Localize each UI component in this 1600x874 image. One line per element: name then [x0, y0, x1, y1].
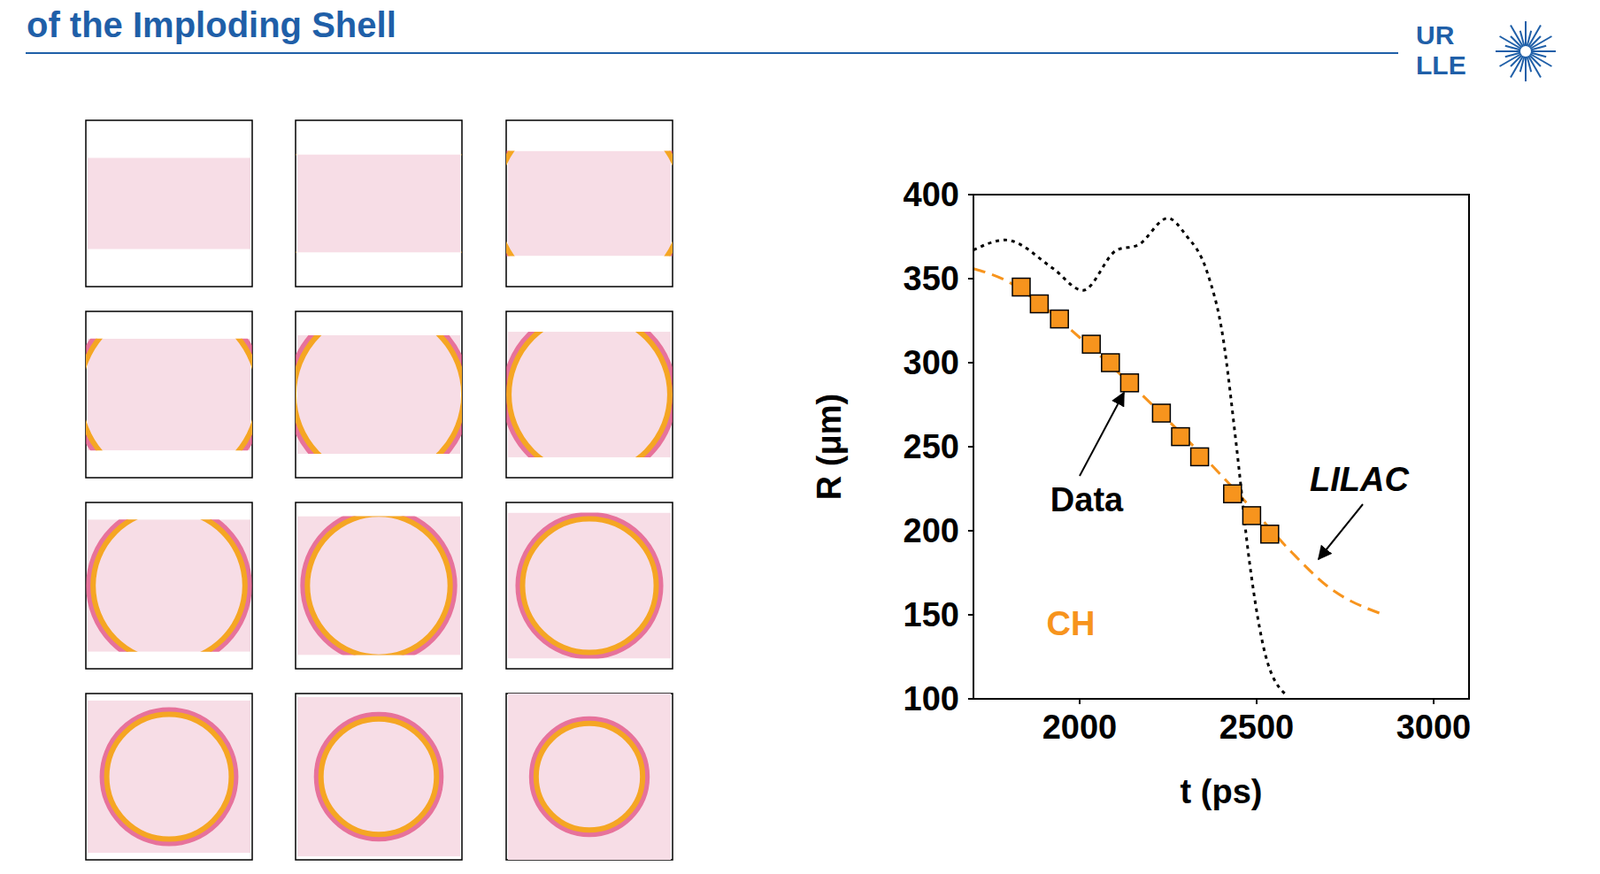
svg-text:2500: 2500	[1219, 708, 1295, 747]
svg-text:250: 250	[903, 428, 960, 466]
svg-text:3000: 3000	[1396, 708, 1472, 747]
svg-text:of the Imploding Shell: of the Imploding Shell	[26, 5, 397, 45]
svg-text:LILAC: LILAC	[1309, 461, 1409, 499]
svg-text:2000: 2000	[1042, 708, 1118, 747]
svg-text:LLE: LLE	[1415, 50, 1467, 80]
svg-text:Data: Data	[1050, 481, 1124, 519]
svg-text:200: 200	[903, 512, 960, 550]
svg-text:UR: UR	[1415, 20, 1455, 50]
svg-text:R (μm): R (μm)	[810, 393, 848, 500]
svg-text:400: 400	[903, 176, 960, 214]
svg-text:350: 350	[903, 260, 960, 298]
svg-text:CH: CH	[1046, 605, 1096, 643]
svg-text:t (ps): t (ps)	[1180, 773, 1263, 811]
svg-text:300: 300	[903, 344, 960, 382]
svg-text:150: 150	[903, 596, 960, 634]
svg-text:100: 100	[903, 680, 960, 718]
